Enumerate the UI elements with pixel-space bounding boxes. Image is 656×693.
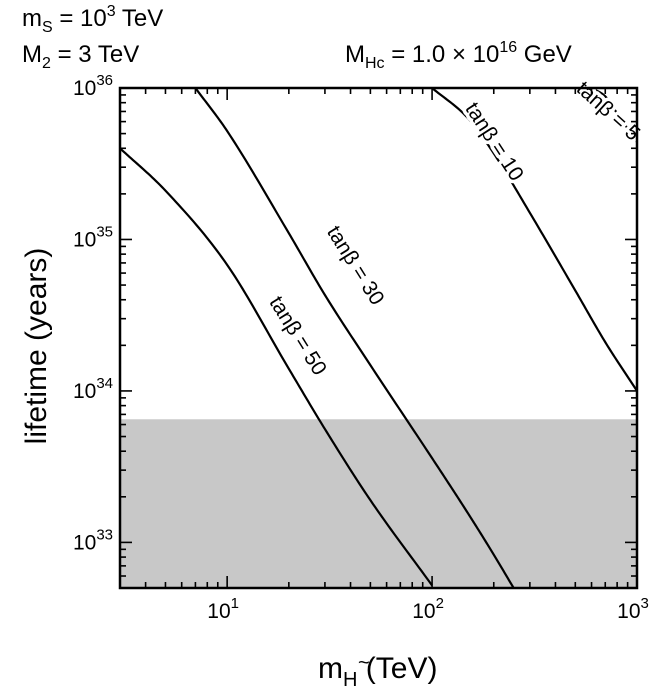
y-tick-base: 10: [73, 77, 96, 100]
series-line-1: [194, 88, 515, 588]
x-tick-exp: 1: [231, 595, 239, 612]
y-tick-label-0: 1033: [73, 526, 113, 554]
plot-frame-layer: [118, 86, 639, 590]
header-mhc: MHc = 1.0 × 1016 GeV: [345, 39, 572, 72]
plot-frame: [118, 86, 639, 590]
header-ms: mS = 103 TeV: [22, 3, 163, 36]
x-axis-title: mH (TeV) ~: [318, 652, 437, 691]
series-layer: [120, 88, 637, 588]
x-axis-tilde: ~: [358, 652, 370, 674]
header-m2: M2 = 3 TeV: [22, 41, 139, 72]
x-tick-base: 10: [617, 600, 640, 623]
svg-text:mH (TeV): mH (TeV): [318, 652, 437, 688]
excluded-region: [120, 419, 637, 588]
x-axis-unit: (TeV): [357, 652, 437, 685]
x-tick-label-1: 102: [412, 595, 444, 623]
x-tick-label-0: 101: [207, 595, 239, 623]
y-tick-exp: 33: [96, 526, 113, 543]
y-tick-base: 10: [73, 228, 96, 251]
series-line-2: [431, 88, 637, 392]
y-tick-label-1: 1034: [73, 375, 113, 403]
y-tick-exp: 35: [96, 223, 113, 240]
x-axis-symbol: m: [318, 652, 343, 685]
y-tick-base: 10: [73, 380, 96, 403]
series-line-0: [120, 147, 433, 587]
x-tick-base: 10: [412, 600, 435, 623]
y-tick-exp: 36: [96, 72, 113, 89]
y-tick-base: 10: [73, 531, 96, 554]
y-axis-title: lifetime (years): [20, 248, 53, 445]
series-line-3: [590, 88, 637, 143]
y-tick-exp: 34: [96, 375, 113, 392]
x-axis-subscript: H: [343, 669, 357, 688]
x-tick-base: 10: [207, 600, 230, 623]
excluded-region-layer: [120, 419, 637, 588]
x-tick-label-2: 103: [617, 595, 649, 623]
x-tick-exp: 3: [641, 595, 649, 612]
x-tick-exp: 2: [436, 595, 444, 612]
tick-layer: [119, 87, 638, 589]
y-tick-label-2: 1035: [73, 223, 113, 251]
y-tick-label-3: 1036: [73, 72, 113, 100]
